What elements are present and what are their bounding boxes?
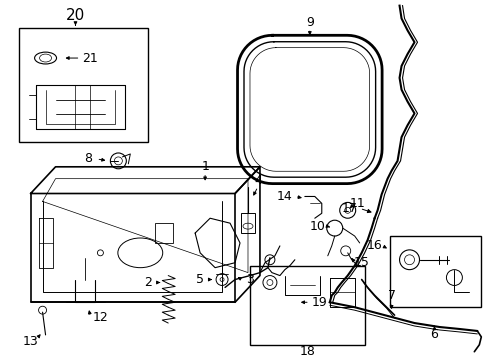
Bar: [389, 236, 480, 307]
Text: 6: 6: [429, 328, 438, 341]
Text: 16: 16: [366, 239, 382, 252]
Text: 5: 5: [196, 273, 203, 286]
Text: 3: 3: [245, 273, 253, 286]
Text: 11: 11: [349, 197, 365, 210]
Text: 17: 17: [341, 202, 357, 215]
Text: 13: 13: [22, 335, 39, 348]
Text: 7: 7: [387, 289, 395, 302]
Text: 20: 20: [66, 8, 85, 23]
Text: 2: 2: [144, 276, 152, 289]
Bar: [249, 266, 364, 345]
Bar: [19, 28, 148, 142]
Text: 10: 10: [309, 220, 325, 233]
Text: 8: 8: [84, 152, 92, 165]
Text: 21: 21: [82, 51, 98, 64]
Text: 9: 9: [305, 16, 313, 29]
Text: 12: 12: [92, 311, 108, 324]
Text: 4: 4: [253, 174, 262, 187]
Bar: [241, 213, 254, 233]
Text: 18: 18: [299, 345, 315, 358]
Text: 14: 14: [276, 190, 292, 203]
Text: 1: 1: [201, 160, 209, 173]
Text: 19: 19: [311, 296, 327, 309]
Text: 15: 15: [353, 256, 369, 269]
